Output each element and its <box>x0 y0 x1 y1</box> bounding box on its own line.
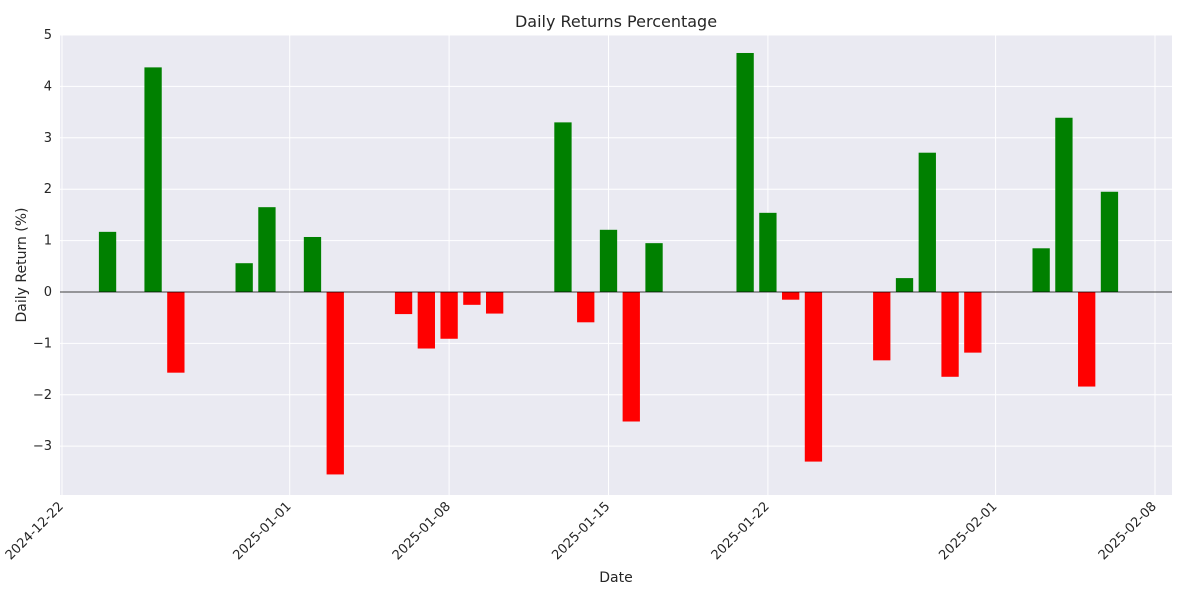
chart-title: Daily Returns Percentage <box>515 12 717 31</box>
x-tick-label: 2025-01-08 <box>390 499 454 563</box>
y-tick-label: −3 <box>33 439 52 454</box>
y-tick-label: −1 <box>33 336 52 351</box>
x-tick-label: 2025-01-22 <box>709 499 773 563</box>
y-tick-label: 0 <box>44 285 52 300</box>
return-bar <box>440 291 458 339</box>
return-bar <box>554 122 572 292</box>
grid-lines <box>60 34 1172 495</box>
x-axis-ticks: 2024-12-22 2025-01-01 2025-01-08 2025-01-15… <box>3 499 1160 563</box>
y-tick-label: 5 <box>44 28 52 43</box>
return-bar <box>144 67 162 292</box>
return-bar <box>577 291 595 323</box>
return-bar <box>417 291 435 349</box>
y-axis-ticks: −3 −2 −1 0 1 2 3 4 5 <box>33 28 52 454</box>
return-bar <box>782 291 800 300</box>
return-bar <box>1078 291 1096 387</box>
y-tick-label: −2 <box>33 388 52 403</box>
return-bar <box>736 52 754 292</box>
y-tick-label: 4 <box>44 79 52 94</box>
return-bar <box>463 291 481 305</box>
return-bar <box>873 291 891 361</box>
y-axis-label: Daily Return (%) <box>14 207 30 322</box>
x-tick-label: 2025-01-15 <box>549 499 613 563</box>
return-bar <box>167 291 185 373</box>
return-bar <box>1055 117 1073 292</box>
return-bar <box>303 236 322 292</box>
return-bar <box>235 263 253 292</box>
return-bar <box>599 229 618 292</box>
x-tick-label: 2025-02-01 <box>936 499 1000 563</box>
y-tick-label: 1 <box>44 234 52 249</box>
return-bar <box>98 231 117 292</box>
return-bar <box>258 207 276 292</box>
return-bar <box>964 291 982 353</box>
x-tick-label: 2025-02-08 <box>1096 499 1160 563</box>
bars <box>98 52 1119 475</box>
return-bar <box>1100 191 1119 292</box>
return-bar <box>895 278 914 292</box>
return-bar <box>759 212 777 292</box>
return-bar <box>622 291 640 422</box>
return-bar <box>394 291 413 315</box>
y-tick-label: 2 <box>44 182 52 197</box>
x-tick-label: 2025-01-01 <box>230 499 294 563</box>
return-bar <box>918 152 936 292</box>
return-bar <box>645 243 663 292</box>
return-bar <box>804 291 823 462</box>
return-bar <box>326 291 344 475</box>
x-tick-label: 2024-12-22 <box>3 499 67 563</box>
return-bar <box>941 291 959 377</box>
return-bar <box>485 291 504 314</box>
x-axis-label: Date <box>599 570 632 586</box>
return-bar <box>1032 248 1050 292</box>
y-tick-label: 3 <box>44 131 52 146</box>
